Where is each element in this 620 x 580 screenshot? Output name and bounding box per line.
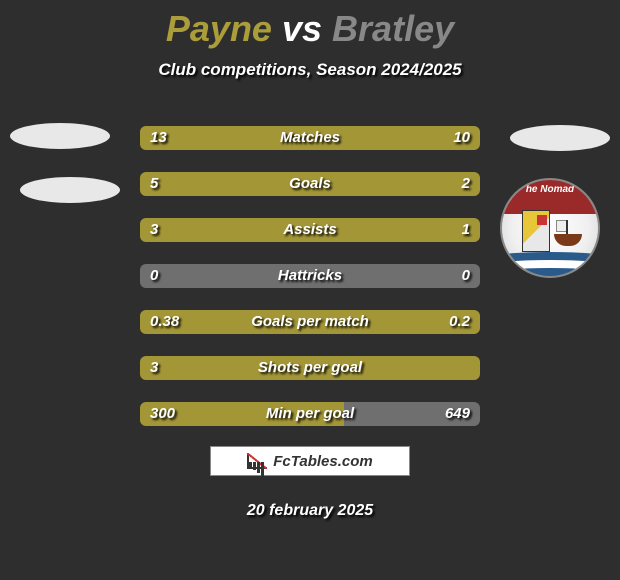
fctables-text: FcTables.com [273, 453, 372, 470]
stat-label: Shots per goal [140, 356, 480, 380]
comparison-title: Payne vs Bratley [0, 0, 620, 50]
stat-value-right: 10 [453, 126, 470, 150]
stat-row: 0Hattricks0 [140, 264, 480, 288]
player1-avatar-bottom [20, 177, 120, 203]
fctables-watermark: FcTables.com [210, 446, 410, 476]
stat-bars: 13Matches10 5Goals2 3Assists1 0Hattricks0 0.… [140, 126, 480, 448]
stat-label: Goals per match [140, 310, 480, 334]
badge-center [522, 210, 582, 252]
stat-row: 5Goals2 [140, 172, 480, 196]
badge-ship-icon [554, 216, 582, 246]
player1-avatar-top [10, 123, 110, 149]
player2-name: Bratley [332, 8, 454, 49]
player1-name: Payne [166, 8, 272, 49]
stat-row: 0.38Goals per match0.2 [140, 310, 480, 334]
footer-date: 20 february 2025 [0, 502, 620, 520]
badge-shield-icon [522, 210, 550, 252]
vs-text: vs [282, 8, 322, 49]
stat-value-right: 2 [462, 172, 470, 196]
stat-value-right: 1 [462, 218, 470, 242]
club-badge: he Nomad [500, 178, 600, 278]
stat-row: 13Matches10 [140, 126, 480, 150]
fctables-icon [247, 453, 267, 469]
stat-label: Assists [140, 218, 480, 242]
badge-arc-text: he Nomad [500, 184, 600, 195]
badge-arc: he Nomad [500, 178, 600, 214]
stat-row: 3Shots per goal [140, 356, 480, 380]
stat-value-right: 0 [462, 264, 470, 288]
stat-label: Hattricks [140, 264, 480, 288]
stat-value-right: 649 [445, 402, 470, 426]
subtitle: Club competitions, Season 2024/2025 [0, 60, 620, 80]
badge-waves-icon [502, 248, 598, 276]
player2-avatar-top [510, 125, 610, 151]
stat-label: Matches [140, 126, 480, 150]
stat-row: 3Assists1 [140, 218, 480, 242]
stat-value-right: 0.2 [449, 310, 470, 334]
stat-label: Min per goal [140, 402, 480, 426]
stat-row: 300Min per goal649 [140, 402, 480, 426]
stat-label: Goals [140, 172, 480, 196]
